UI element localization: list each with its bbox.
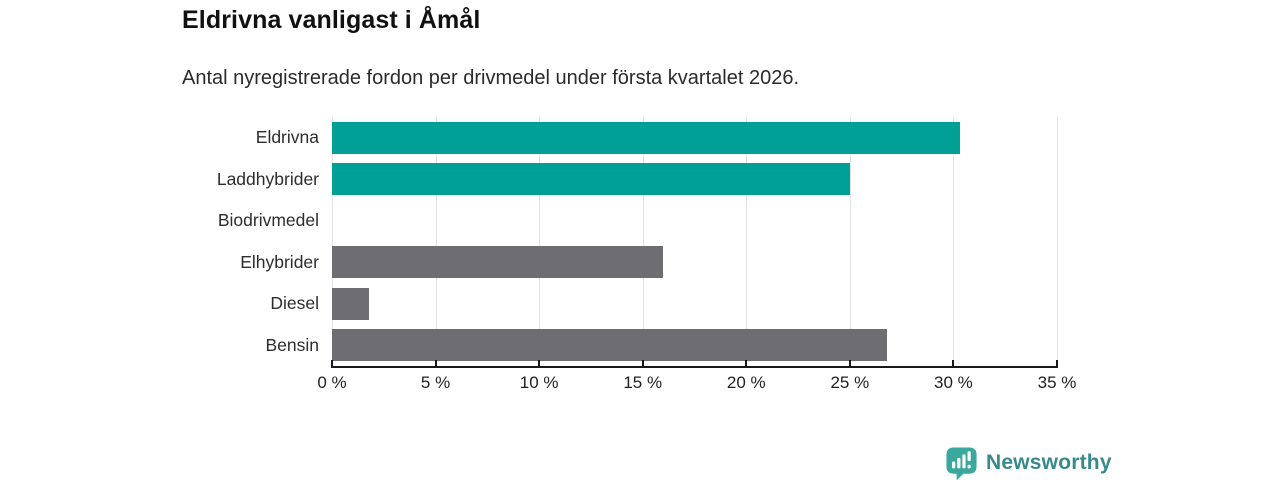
x-axis-line xyxy=(331,366,1058,368)
gridline xyxy=(332,117,333,366)
x-tick-label: 0 % xyxy=(317,373,347,392)
x-tick-label: 20 % xyxy=(726,373,766,392)
x-tick-label: 25 % xyxy=(830,373,870,392)
x-tick xyxy=(641,360,644,366)
y-label-eldrivna: Eldrivna xyxy=(255,127,319,148)
gridline xyxy=(435,117,437,366)
y-label-diesel: Diesel xyxy=(270,293,319,314)
chart-subtitle: Antal nyregistrerade fordon per drivmede… xyxy=(182,67,800,89)
bar-eldrivna xyxy=(332,121,960,154)
x-tick-label: 30 % xyxy=(934,373,973,392)
x-tick-label: 15 % xyxy=(623,373,663,392)
gridline xyxy=(849,117,851,366)
y-label-elhybrider: Elhybrider xyxy=(240,251,319,272)
x-tick xyxy=(1056,360,1058,366)
x-tick xyxy=(434,360,437,366)
gridline xyxy=(746,117,748,366)
x-tick-label: 5 % xyxy=(420,373,451,392)
bar-bensin xyxy=(332,329,888,362)
newsworthy-logo[interactable]: Newsworthy xyxy=(944,445,1112,480)
x-axis-tick-labels: 0 % 5 % 10 % 15 % 20 % 25 % 30 % 35 % xyxy=(317,373,1076,397)
x-tick xyxy=(952,360,955,366)
y-label-laddhybrider: Laddhybrider xyxy=(216,168,319,189)
newsworthy-logo-icon xyxy=(946,447,977,480)
y-axis-labels: Eldrivna Laddhybrider Biodrivmedel Elhybrid… xyxy=(0,117,319,366)
y-label-bensin: Bensin xyxy=(265,334,319,355)
y-label-biodrivmedel: Biodrivmedel xyxy=(217,210,319,231)
gridline xyxy=(539,117,541,366)
bar-diesel xyxy=(332,287,370,320)
gridline xyxy=(953,117,955,366)
x-tick-label: 35 % xyxy=(1037,373,1077,392)
gridline xyxy=(1057,117,1058,366)
x-tick-label: 10 % xyxy=(519,373,559,392)
gridline xyxy=(642,117,644,366)
x-tick xyxy=(331,360,333,366)
newsworthy-logo-text: Newsworthy xyxy=(986,451,1112,474)
plot-area xyxy=(332,117,1058,366)
x-tick xyxy=(538,360,541,366)
bar-elhybrider xyxy=(332,246,664,279)
chart-title: Eldrivna vanligast i Åmål xyxy=(182,6,481,34)
x-tick xyxy=(745,360,748,366)
x-tick xyxy=(848,360,851,366)
bar-laddhybrider xyxy=(332,163,850,196)
